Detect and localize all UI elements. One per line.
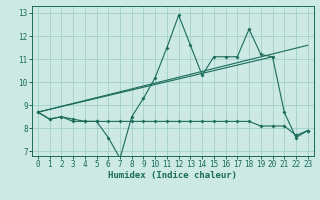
X-axis label: Humidex (Indice chaleur): Humidex (Indice chaleur) [108,171,237,180]
